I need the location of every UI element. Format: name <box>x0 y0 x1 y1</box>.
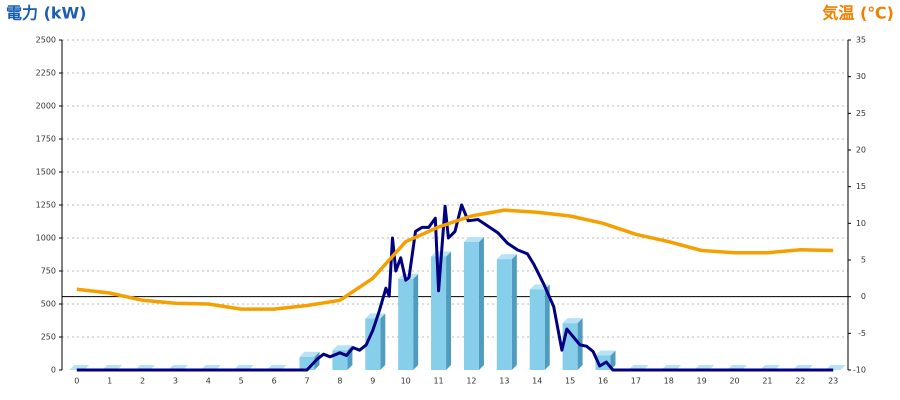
bar-top <box>332 345 353 351</box>
y2-axis-title: 気温 (℃) <box>822 4 894 23</box>
y2-tick-label: 10 <box>856 219 866 228</box>
x-tick-label: 5 <box>239 377 244 386</box>
x-tick-label: 20 <box>729 377 739 386</box>
bar-side <box>478 236 484 370</box>
y-tick-label: 2250 <box>36 69 56 78</box>
x-tick-label: 18 <box>664 377 674 386</box>
y-tick-label: 250 <box>41 333 56 342</box>
x-tick-label: 12 <box>466 377 476 386</box>
bar <box>463 241 479 370</box>
bar <box>529 289 545 370</box>
y2-tick-label: -10 <box>853 366 866 375</box>
bar-side <box>446 251 452 370</box>
y2-tick-label: 30 <box>856 72 866 81</box>
y2-tick-label: 35 <box>856 36 866 45</box>
y-tick-label: 750 <box>41 267 56 276</box>
x-tick-label: 3 <box>173 377 178 386</box>
y-tick-label: 2000 <box>36 102 56 111</box>
x-tick-label: 10 <box>401 377 411 386</box>
bar-top <box>496 254 517 260</box>
x-tick-label: 1 <box>107 377 112 386</box>
y2-tick-label: 25 <box>856 109 866 118</box>
line <box>76 203 834 372</box>
x-tick-label: 16 <box>598 377 608 386</box>
line <box>76 208 834 311</box>
y2-tick-label: 0 <box>861 292 866 301</box>
bar-side <box>544 284 550 370</box>
bar <box>398 278 414 370</box>
x-tick-label: 22 <box>795 377 805 386</box>
y2-tick-label: 20 <box>856 146 866 155</box>
y-tick-label: 1250 <box>36 201 56 210</box>
bar-side <box>380 313 386 370</box>
bar-top <box>562 318 583 324</box>
y2-tick-label: -5 <box>858 329 866 338</box>
x-tick-label: 21 <box>762 377 772 386</box>
bar-top <box>299 351 320 357</box>
y-tick-label: 1500 <box>36 168 56 177</box>
x-tick-label: 19 <box>697 377 707 386</box>
x-tick-label: 6 <box>272 377 277 386</box>
bar-top <box>463 236 484 242</box>
y2-tick-label: 15 <box>856 182 866 191</box>
bar <box>365 318 381 370</box>
y-tick-label: 0 <box>51 366 56 375</box>
y-tick-label: 1000 <box>36 234 56 243</box>
x-tick-label: 11 <box>433 377 443 386</box>
x-tick-label: 8 <box>337 377 342 386</box>
x-tick-label: 15 <box>565 377 575 386</box>
x-tick-label: 23 <box>828 377 838 386</box>
y-tick-label: 500 <box>41 300 56 309</box>
x-tick-label: 4 <box>206 377 211 386</box>
y-axis-title: 電力 (kW) <box>6 4 87 23</box>
x-tick-label: 7 <box>304 377 309 386</box>
x-tick-label: 17 <box>631 377 641 386</box>
x-tick-label: 14 <box>532 377 542 386</box>
bar <box>562 323 578 370</box>
bar-top <box>595 350 616 356</box>
x-tick-label: 0 <box>74 377 79 386</box>
bar-side <box>511 254 517 370</box>
y-tick-label: 1750 <box>36 135 56 144</box>
y2-tick-label: 5 <box>861 256 866 265</box>
bar-side <box>413 273 419 370</box>
bar <box>431 256 447 370</box>
x-tick-label: 9 <box>370 377 375 386</box>
bar <box>496 259 512 370</box>
x-tick-label: 2 <box>140 377 145 386</box>
x-tick-label: 13 <box>499 377 509 386</box>
bar-top <box>365 313 386 319</box>
y-tick-label: 2500 <box>36 36 56 45</box>
bar-side <box>610 350 616 370</box>
